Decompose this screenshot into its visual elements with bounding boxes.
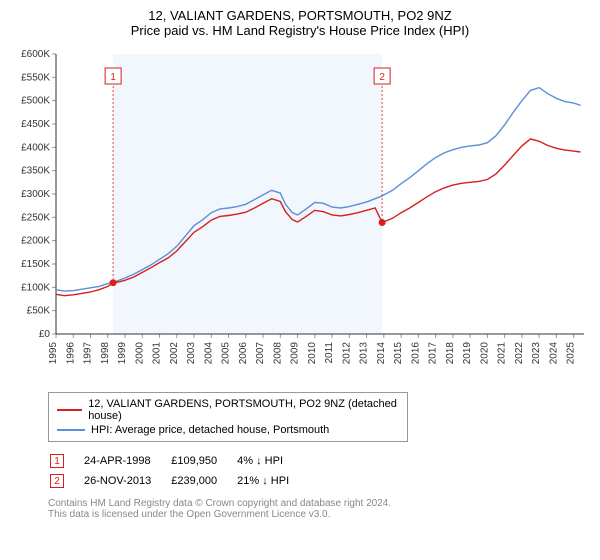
svg-text:2001: 2001 [152,342,163,365]
line-chart: £0 £50K £100K £150K £200K £250K £300K £350K £400… [8,46,592,386]
svg-text:2023: 2023 [531,342,542,365]
legend-swatch [57,429,85,431]
svg-text:2021: 2021 [497,342,508,365]
svg-text:2020: 2020 [479,342,490,365]
svg-text:1: 1 [110,72,116,83]
svg-text:2002: 2002 [169,342,180,365]
event-row: 124-APR-1998£109,9504% ↓ HPI [50,452,307,470]
legend-label: HPI: Average price, detached house, Port… [91,424,329,436]
svg-text:2008: 2008 [272,342,283,365]
footnote-line2: This data is licensed under the Open Gov… [48,509,592,520]
svg-text:2015: 2015 [393,342,404,365]
svg-text:£0: £0 [39,329,51,340]
svg-text:2003: 2003 [186,342,197,365]
legend-row: HPI: Average price, detached house, Port… [57,423,399,437]
legend-swatch [57,409,82,411]
chart-area: £0 £50K £100K £150K £200K £250K £300K £350K £400… [8,46,592,386]
svg-text:2004: 2004 [203,342,214,365]
svg-text:£150K: £150K [21,259,50,270]
svg-text:2007: 2007 [255,342,266,365]
svg-text:1996: 1996 [65,342,76,365]
chart-title-line2: Price paid vs. HM Land Registry's House … [8,23,592,38]
svg-text:2006: 2006 [238,342,249,365]
svg-text:2011: 2011 [324,342,335,364]
svg-text:£100K: £100K [21,282,50,293]
svg-text:1999: 1999 [117,342,128,365]
svg-text:2016: 2016 [410,342,421,365]
legend-label: 12, VALIANT GARDENS, PORTSMOUTH, PO2 9NZ… [88,398,399,422]
footnote-line1: Contains HM Land Registry data © Crown c… [48,498,592,509]
svg-text:2: 2 [379,72,385,83]
svg-text:£300K: £300K [21,189,50,200]
svg-text:1998: 1998 [100,342,111,365]
svg-text:2009: 2009 [290,342,301,365]
svg-text:2012: 2012 [341,342,352,365]
svg-text:2024: 2024 [548,342,559,365]
svg-text:1997: 1997 [83,342,94,365]
footnote: Contains HM Land Registry data © Crown c… [48,498,592,520]
svg-text:£450K: £450K [21,119,50,130]
svg-text:£400K: £400K [21,142,50,153]
svg-text:£500K: £500K [21,96,50,107]
svg-text:£550K: £550K [21,72,50,83]
svg-text:2022: 2022 [514,342,525,365]
event-table: 124-APR-1998£109,9504% ↓ HPI 226-NOV-2013… [48,450,309,492]
legend-row: 12, VALIANT GARDENS, PORTSMOUTH, PO2 9NZ… [57,397,399,423]
svg-text:2000: 2000 [134,342,145,365]
svg-text:2014: 2014 [376,342,387,365]
svg-text:2005: 2005 [221,342,232,365]
svg-text:2019: 2019 [462,342,473,365]
event-row: 226-NOV-2013£239,00021% ↓ HPI [50,472,307,490]
svg-text:2017: 2017 [428,342,439,365]
svg-text:2025: 2025 [566,342,577,365]
svg-text:2018: 2018 [445,342,456,365]
svg-text:2010: 2010 [307,342,318,365]
chart-title-line1: 12, VALIANT GARDENS, PORTSMOUTH, PO2 9NZ [8,8,592,23]
svg-text:1995: 1995 [48,342,59,365]
svg-text:£250K: £250K [21,212,50,223]
svg-text:£600K: £600K [21,49,50,60]
legend: 12, VALIANT GARDENS, PORTSMOUTH, PO2 9NZ… [48,392,408,442]
svg-text:£50K: £50K [27,306,51,317]
svg-text:2013: 2013 [359,342,370,365]
svg-text:£200K: £200K [21,236,50,247]
svg-text:£350K: £350K [21,166,50,177]
